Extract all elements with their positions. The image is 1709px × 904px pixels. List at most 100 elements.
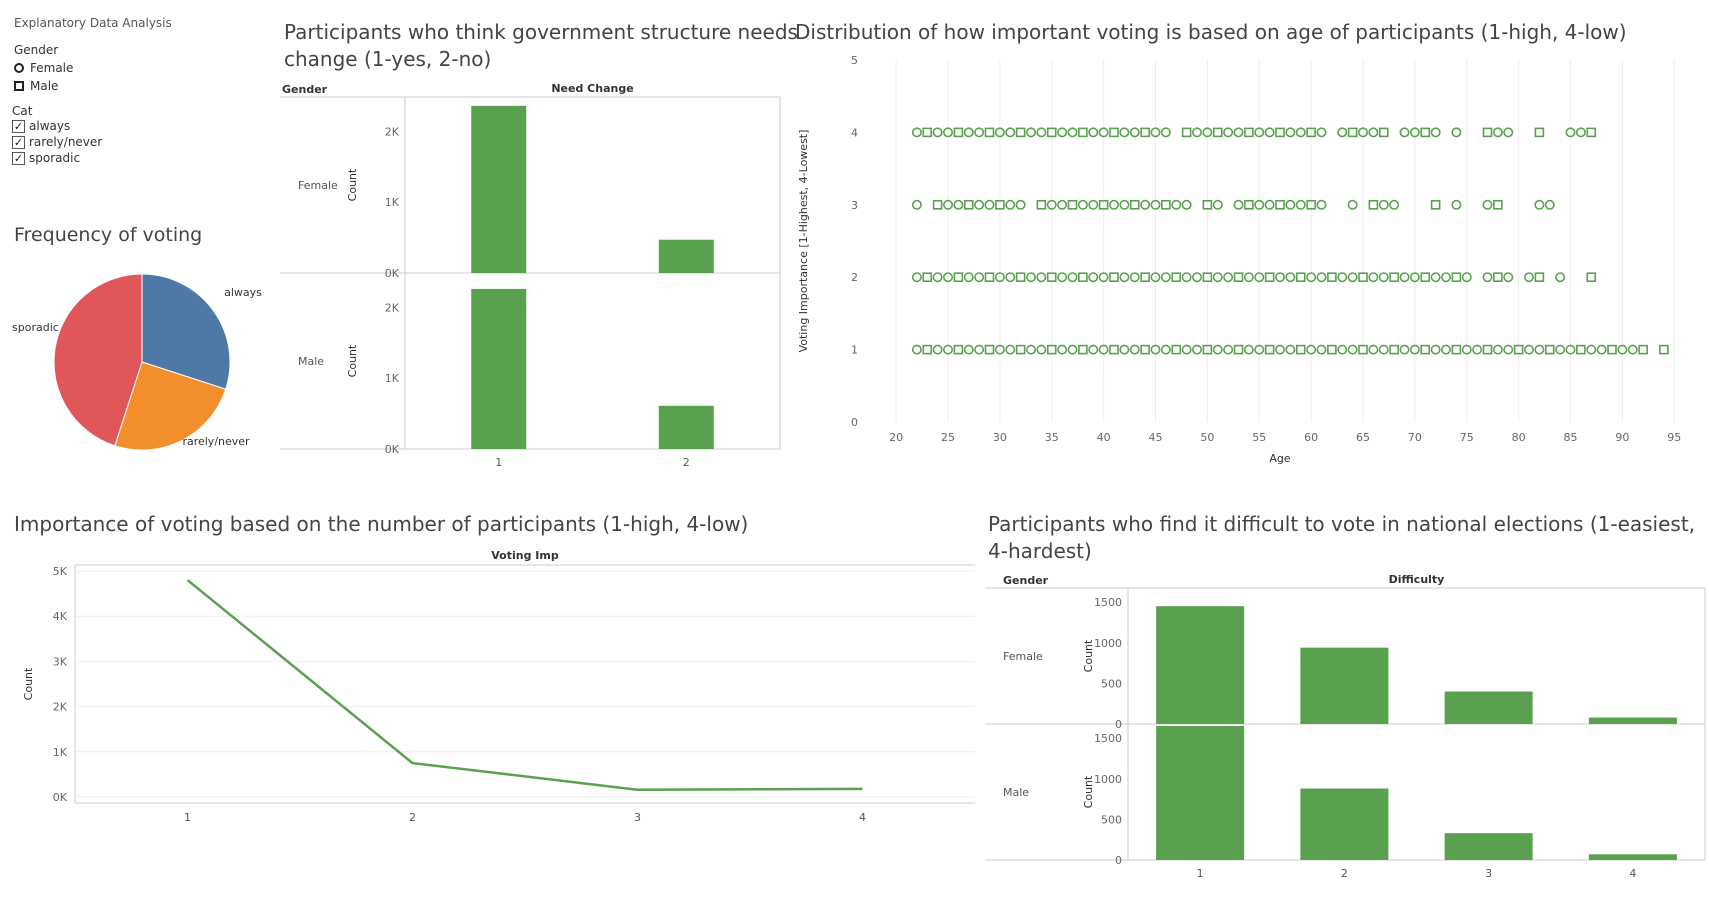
scatter-point-circle: [1357, 127, 1368, 138]
scatter-point-circle: [1119, 127, 1130, 138]
y-axis-title: Count: [22, 667, 35, 700]
pie-slice-label: sporadic: [12, 321, 59, 334]
checkbox-checked-icon[interactable]: ✓: [12, 119, 25, 133]
x-tick-label: 2: [683, 456, 690, 469]
scatter-point-circle: [1306, 344, 1317, 355]
scatter-point-circle: [1067, 344, 1078, 355]
cat-filter-label-always: always: [29, 119, 71, 133]
scatter-point-circle: [1005, 199, 1016, 210]
scatter-point-square: [1420, 344, 1431, 355]
scatter-point-square: [1202, 272, 1213, 282]
scatter-chart-title: Distribution of how important voting is …: [795, 20, 1627, 44]
scatter-point-circle: [1140, 199, 1151, 210]
scatter-point-circle: [1202, 127, 1213, 138]
scatter-point-square: [1140, 127, 1150, 138]
scatter-point-circle: [1119, 272, 1130, 283]
y-tick-label: 3: [851, 199, 858, 212]
scatter-point-circle: [1295, 127, 1306, 138]
gov-chart-title: Participants who think government struct…: [284, 19, 798, 73]
scatter-point-circle: [1108, 199, 1119, 210]
y-axis-title: Count: [346, 344, 359, 377]
scatter-point-circle: [1191, 344, 1202, 355]
checkbox-checked-icon[interactable]: ✓: [12, 151, 25, 165]
legend-item-male[interactable]: Male: [14, 77, 73, 95]
scatter-point-circle: [1430, 272, 1441, 283]
y-tick-label: 0: [1115, 854, 1122, 867]
scatter-point-circle: [1378, 199, 1389, 210]
scatter-point-square: [1295, 272, 1306, 282]
pie-slice: [141, 273, 231, 390]
scatter-point-square: [1078, 127, 1088, 138]
scatter-point-circle: [1057, 272, 1068, 283]
pie-slice: [53, 273, 143, 447]
scatter-point-circle: [1534, 199, 1545, 210]
scatter-point-circle: [1617, 344, 1628, 355]
scatter-point-square: [1586, 272, 1597, 282]
scatter-point-circle: [1067, 127, 1078, 138]
scatter-point-square: [1295, 344, 1306, 355]
scatter-point-circle: [1596, 344, 1607, 355]
scatter-point-circle: [1171, 199, 1182, 210]
scatter-point-circle: [974, 272, 985, 283]
x-tick-label: 55: [1252, 431, 1266, 444]
scatter-point-circle: [1565, 344, 1576, 355]
cat-filter-item-rarely-never[interactable]: ✓ rarely/never: [12, 134, 102, 150]
scatter-point-circle: [1586, 344, 1597, 355]
scatter-point-circle: [994, 272, 1005, 283]
legend-item-female[interactable]: Female: [14, 59, 73, 77]
row-label: Male: [298, 355, 324, 368]
y-tick-label: 1000: [1094, 773, 1122, 786]
scatter-point-circle: [1026, 272, 1037, 283]
scatter-point-circle: [963, 344, 974, 355]
scatter-point-square: [1607, 344, 1617, 355]
bar: [1588, 717, 1677, 724]
row-label: Female: [1003, 650, 1043, 663]
pie-chart-title: Frequency of voting: [14, 224, 203, 246]
scatter-point-circle: [1337, 344, 1348, 355]
scatter-point-square: [1264, 344, 1275, 355]
scatter-point-circle: [1274, 344, 1285, 355]
scatter-point-circle: [1254, 344, 1265, 355]
scatter-point-square: [1202, 200, 1213, 210]
scatter-point-circle: [1119, 199, 1130, 210]
y-tick-label: 1: [851, 344, 858, 357]
scatter-point-circle: [1005, 344, 1016, 355]
scatter-point-square: [1078, 344, 1088, 355]
checkbox-checked-icon[interactable]: ✓: [12, 135, 25, 149]
scatter-point-circle: [1409, 272, 1420, 283]
scatter-point-circle: [974, 127, 985, 138]
scatter-point-circle: [1534, 344, 1545, 355]
scatter-point-square: [1659, 344, 1669, 355]
scatter-point-circle: [994, 344, 1005, 355]
scatter-point-circle: [932, 344, 943, 355]
scatter-point-square: [1358, 272, 1368, 282]
scatter-point-square: [953, 272, 964, 282]
y-tick-label: 4: [851, 126, 858, 139]
scatter-point-circle: [1015, 199, 1026, 210]
scatter-point-circle: [1565, 127, 1576, 138]
pie-slice-label: rarely/never: [182, 435, 250, 448]
scatter-point-circle: [911, 272, 922, 283]
scatter-point-square: [1244, 200, 1254, 210]
scatter-point-square: [984, 272, 995, 282]
scatter-point-square: [1275, 127, 1285, 138]
scatter-point-square: [932, 200, 943, 210]
y-tick-label: 1500: [1094, 596, 1122, 609]
scatter-point-circle: [1523, 272, 1534, 283]
column-header: Need Change: [551, 82, 633, 95]
scatter-point-circle: [1347, 344, 1358, 355]
scatter-point-circle: [1316, 199, 1327, 210]
bar: [1444, 691, 1533, 724]
bar: [658, 405, 714, 449]
cat-filter-item-always[interactable]: ✓ always: [12, 118, 102, 134]
legend-label-male: Male: [30, 79, 59, 93]
scatter-point-square: [1306, 200, 1316, 210]
y-axis-title: Count: [346, 168, 359, 201]
cat-filter-item-sporadic[interactable]: ✓ sporadic: [12, 150, 102, 166]
scatter-point-circle: [943, 127, 954, 138]
x-tick-label: 65: [1356, 431, 1370, 444]
scatter-point-circle: [1129, 344, 1140, 355]
scatter-point-circle: [1440, 344, 1451, 355]
bar: [1444, 833, 1533, 860]
scatter-point-circle: [1243, 272, 1254, 283]
